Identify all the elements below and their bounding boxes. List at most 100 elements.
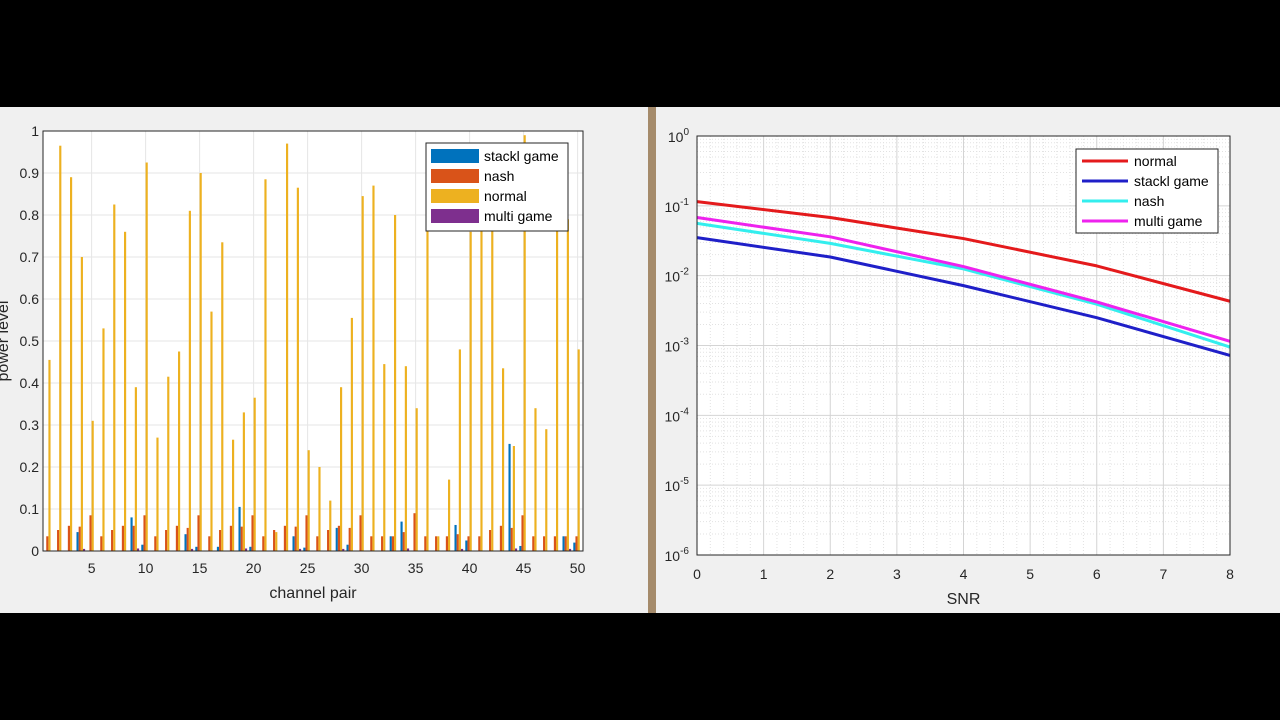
- x-tick-label: 6: [1093, 566, 1101, 582]
- bar: [156, 437, 159, 551]
- bar: [340, 387, 343, 551]
- bar: [342, 548, 345, 551]
- y-tick-label: 0.8: [20, 207, 40, 223]
- x-tick-label: 20: [246, 560, 262, 576]
- bar: [435, 536, 438, 551]
- bar: [454, 524, 457, 551]
- bar: [456, 534, 459, 551]
- x-tick-label: 7: [1159, 566, 1167, 582]
- bar: [404, 366, 407, 551]
- bar: [111, 530, 114, 551]
- bar: [329, 500, 332, 551]
- bar: [46, 536, 49, 551]
- bar: [197, 515, 200, 551]
- bar: [480, 227, 483, 551]
- bar: [305, 515, 308, 551]
- bar: [143, 515, 146, 551]
- y-tick-label: 0.4: [20, 375, 40, 391]
- series-line: [696, 221, 1231, 349]
- x-tick-label: 5: [88, 560, 96, 576]
- bar: [394, 215, 397, 551]
- bar: [532, 536, 535, 551]
- legend-box: [1075, 148, 1219, 234]
- bar: [426, 206, 429, 551]
- line-chart: 100 10-1 10-2 10-3 10-4 10-5 10-60 1 2 3 4 5 6 7 8 SNR n…: [665, 127, 1235, 608]
- y-tick-label: 10-5: [665, 476, 690, 494]
- bar: [242, 412, 245, 551]
- series-line: [696, 200, 1231, 303]
- bar: [132, 525, 135, 551]
- bar: [100, 536, 103, 551]
- bar: [154, 536, 157, 551]
- bar: [372, 185, 375, 551]
- bar: [48, 359, 51, 551]
- legend-swatch: [431, 189, 479, 203]
- bar: [327, 530, 330, 551]
- y-tick-label: 0.1: [20, 501, 40, 517]
- bar: [564, 536, 567, 551]
- bar: [510, 527, 513, 551]
- y-tick-label: 10-4: [665, 406, 690, 424]
- bar: [415, 408, 418, 551]
- bar: [337, 525, 340, 551]
- x-tick-label: 5: [1026, 566, 1034, 582]
- y-tick-label: 0.3: [20, 417, 40, 433]
- bottom-black-band: [0, 613, 1280, 720]
- bar: [508, 443, 511, 551]
- top-black-band: [0, 0, 1280, 107]
- bar: [283, 525, 286, 551]
- bar: [467, 536, 470, 551]
- y-tick-label: 10-1: [665, 197, 690, 215]
- window-divider: [648, 107, 656, 613]
- bar: [381, 536, 384, 551]
- bar: [130, 517, 133, 551]
- bar: [145, 162, 148, 551]
- bar: [262, 536, 265, 551]
- bar: [519, 545, 522, 551]
- plot-frame: [42, 130, 584, 552]
- bar: [303, 547, 306, 551]
- x-tick-label: 50: [570, 560, 586, 576]
- bar: [208, 536, 211, 551]
- bar: [514, 548, 518, 551]
- bar: [361, 196, 364, 551]
- bar: [350, 317, 353, 551]
- bar: [437, 536, 440, 551]
- bar: [186, 527, 189, 551]
- x-tick-label: 10: [138, 560, 154, 576]
- y-tick-label: 1: [31, 123, 39, 139]
- legend-label: nash: [1134, 193, 1164, 209]
- x-tick-label: 3: [893, 566, 901, 582]
- bar: [57, 530, 60, 551]
- bar: [568, 548, 572, 551]
- bar: [249, 546, 252, 551]
- bar: [562, 536, 565, 551]
- x-tick-label: 8: [1226, 566, 1234, 582]
- bar: [91, 420, 94, 551]
- x-tick-label: 15: [192, 560, 208, 576]
- bar: [219, 530, 222, 551]
- bar: [124, 231, 127, 552]
- bar: [238, 506, 241, 551]
- bar: [190, 548, 194, 551]
- bar: [76, 532, 79, 551]
- x-tick-label: 1: [760, 566, 768, 582]
- bar-chart: 00.10.20.30.40.50.60.70.80.915 10 15 20 25 30…: [0, 123, 586, 602]
- bar: [553, 536, 556, 551]
- y-tick-label: 0.9: [20, 165, 40, 181]
- bar: [199, 173, 202, 551]
- bar: [136, 548, 140, 551]
- x-tick-label: 35: [408, 560, 424, 576]
- bar: [359, 515, 362, 551]
- x-tick-label: 45: [516, 560, 532, 576]
- x-axis-label: channel pair: [269, 585, 357, 602]
- plot-frame: [696, 135, 1231, 556]
- bar: [346, 544, 349, 551]
- bar: [543, 536, 546, 551]
- bar: [188, 210, 191, 552]
- bar: [413, 513, 416, 551]
- legend-label: stackl game: [484, 148, 559, 164]
- bar: [521, 515, 524, 551]
- bar: [460, 548, 464, 551]
